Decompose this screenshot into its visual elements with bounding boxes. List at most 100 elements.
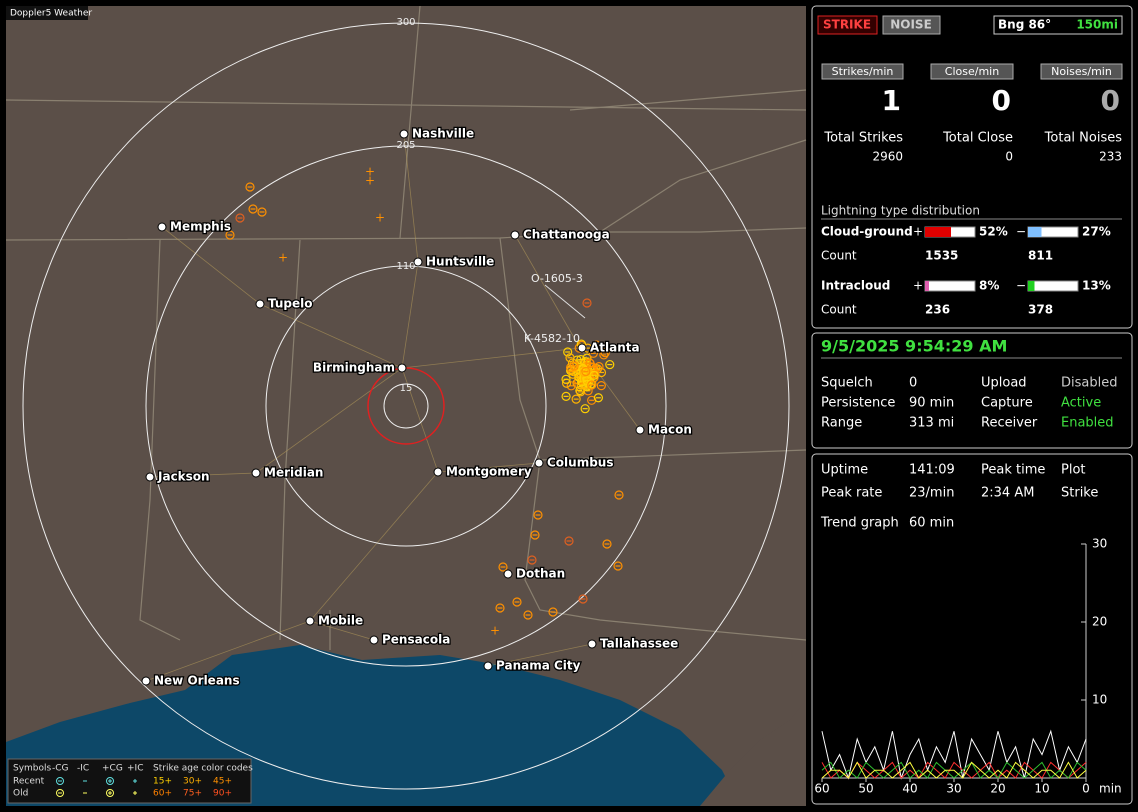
strike-symbol [561,374,571,384]
trend-line [821,761,1087,779]
city-label: Columbus [547,456,614,470]
x-unit: min [1099,782,1122,796]
strike-symbol [498,562,508,572]
state-border [599,139,807,233]
total-value: 2960 [872,150,903,164]
uptime-cell: Peak rate [821,486,882,501]
range-label: 300 [396,17,415,28]
bearing: Bng 86° [998,18,1051,32]
percent: 52% [979,225,1008,239]
city-label: Tupelo [268,297,313,311]
strike-tag: O-1605-3 [531,272,583,285]
rate-button[interactable] [1040,63,1123,80]
legend-column: -CG [52,764,69,774]
info-cell: Squelch [821,376,873,391]
strike-symbol [596,381,606,391]
strike-symbol [566,381,576,391]
rate-value: 0 [1101,84,1120,117]
city-marker [433,467,443,477]
app-title: Doppler5 Weather [10,9,92,19]
total-value: 0 [1005,150,1013,164]
percent: 13% [1082,279,1111,293]
count-label: Count [821,303,857,317]
strike-symbol [602,539,612,549]
strike-symbol [585,358,595,368]
trend-line [821,761,1087,779]
city-marker [587,639,597,649]
strike-symbol [605,359,615,370]
strike-symbol [257,207,267,217]
info-cell: Enabled [1061,416,1114,431]
y-tick-label: 10 [1092,693,1107,707]
y-tick-label: 30 [1092,537,1107,551]
trend-span: 60 min [909,516,954,531]
legend-age: 60+ [153,789,172,799]
strike-symbol [527,555,537,565]
bar-track [1027,280,1079,292]
sign: + [913,225,923,239]
noise-button[interactable] [882,15,941,35]
info-cell: 313 mi [909,416,954,431]
city-label: Birmingham [313,361,395,375]
strike-symbol [248,204,258,214]
strike-symbol [593,393,603,403]
strike-symbol [561,391,571,401]
info-cell: Upload [981,376,1027,391]
type-name: Cloud-ground [821,225,913,239]
y-tick-label: 20 [1092,615,1107,629]
rate-button[interactable] [821,63,904,80]
legend-symbol [56,789,64,797]
strike-symbol [571,394,581,404]
strike-symbol-plus: + [375,211,385,225]
trend-line [821,761,1087,779]
strike-symbol [564,536,574,546]
legend-age: 15+ [153,777,172,787]
legend-age: 45+ [213,777,232,787]
road [401,347,581,369]
city-marker [534,458,544,468]
strike-symbol [565,353,575,363]
city-label: Huntsville [426,255,494,269]
uptime-cell: Strike [1061,486,1098,501]
uptime-cell: Peak time [981,463,1045,478]
city-label: Montgomery [446,465,532,479]
rate-button[interactable] [930,63,1014,80]
panel [811,453,1133,805]
strike-symbol [588,348,598,358]
city-marker [397,363,407,373]
sign: − [1016,225,1026,239]
bar-fill [1028,281,1035,291]
city-label: Nashville [412,127,474,141]
tag-leader [544,284,586,319]
noise-button-label: NOISE [890,18,932,32]
info-cell: 90 min [909,396,954,411]
strike-symbol [245,182,255,192]
bar-fill [1028,227,1042,237]
legend-column: +IC [127,764,143,774]
count-label: Count [821,249,857,263]
city-marker [413,257,423,267]
count: 378 [1028,303,1053,317]
strike-symbol [495,603,505,613]
city-label: Atlanta [590,341,640,355]
legend-row-label: Old [13,789,28,799]
strike-symbol-plus: + [365,174,375,188]
road [309,471,439,622]
info-cell: Range [821,416,862,431]
strike-button[interactable] [817,15,878,35]
legend-symbol [56,777,64,785]
percent: 8% [979,279,999,293]
rate-value: 0 [992,84,1011,117]
city-marker [251,468,261,478]
bar-fill [925,227,951,237]
strike-symbol [563,347,573,357]
range-ring [145,145,667,667]
strike-symbol [548,607,558,617]
strike-tag: K-4582-10 [524,332,580,345]
range-label: 110 [396,261,415,272]
city-marker [141,676,151,686]
city-label: Jackson [157,470,210,484]
x-tick-label: 30 [946,782,961,796]
state-border [399,5,421,239]
strike-symbol [569,361,579,371]
